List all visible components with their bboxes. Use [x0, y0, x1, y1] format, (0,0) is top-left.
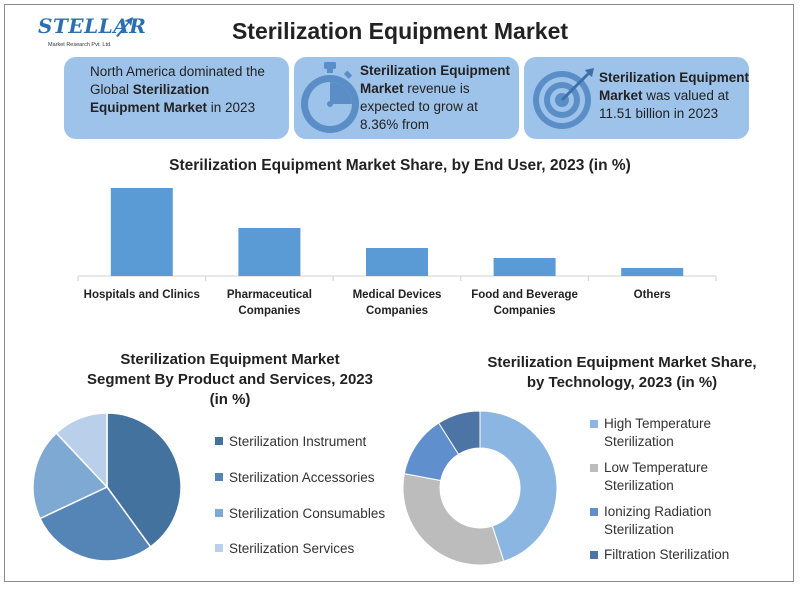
bar-category-line: Companies	[238, 305, 301, 317]
bar-category-line: Companies	[366, 305, 428, 317]
info-box-text: was valued at 11.51 billion in 2023	[599, 88, 729, 121]
info-box-text: North America dominated the Global	[90, 64, 265, 97]
donut-title-line: by Technology, 2023 (in %)	[526, 374, 718, 391]
bar-category-label: Pharmaceutical Companies	[204, 287, 334, 319]
logo-subtitle: Market Research Pvt. Ltd.	[48, 42, 112, 48]
donut-legend-label: High Temperature	[604, 416, 712, 431]
pie-legend-item: Sterilization Accessories	[215, 470, 375, 485]
pie-title-line: (in %)	[209, 391, 251, 408]
info-box-text: in 2023	[207, 100, 256, 115]
pie-legend-label: Sterilization Consumables	[229, 506, 386, 521]
donut-legend-item: Filtration Sterilization	[590, 546, 774, 564]
pie-legend-item: Sterilization Consumables	[215, 506, 385, 521]
logo-arrow-icon	[116, 17, 133, 37]
donut-legend-item: Low Temperature Sterilization	[590, 459, 774, 495]
legend-swatch	[215, 473, 223, 482]
logo: STELLAR Market Research Pvt. Ltd.	[30, 12, 146, 54]
bar	[110, 188, 173, 276]
outer-frame	[4, 4, 794, 582]
donut-legend-label: Sterilization	[604, 434, 674, 449]
pie-legend-item: Sterilization Instrument	[215, 434, 366, 449]
donut-legend-item: High Temperature Sterilization	[590, 415, 774, 451]
donut-chart-title: Sterilization Equipment Market Share, by…	[462, 353, 782, 393]
legend-swatch	[215, 437, 223, 446]
pie-slice	[55, 412, 108, 489]
donut-slice	[479, 410, 558, 562]
pie-legend-label: Sterilization Services	[229, 541, 355, 556]
bar	[493, 258, 556, 276]
legend-swatch	[215, 544, 223, 553]
donut-legend-label: Sterilization	[604, 478, 674, 493]
bar-category-label: Food and Beverage Companies	[460, 287, 590, 319]
donut-legend-item: Ionizing Radiation Sterilization	[590, 503, 774, 539]
bar-category-label: Medical Devices Companies	[332, 287, 462, 319]
pie-legend-label: Sterilization Accessories	[229, 470, 375, 485]
bar-chart-title: Sterilization Equipment Market Share, by…	[169, 157, 631, 174]
bar-category-line: Companies	[493, 305, 556, 317]
bar-category-line: Food and Beverage	[471, 289, 578, 301]
bar-category-label: Hospitals and Clinics	[77, 287, 207, 303]
legend-swatch	[590, 420, 598, 428]
info-box-bold: Sterilization Equipment Market	[90, 82, 210, 115]
donut-legend-label: Low Temperature	[604, 460, 709, 475]
donut-slice	[438, 410, 481, 455]
bar	[366, 248, 428, 276]
donut-legend-label: Filtration Sterilization	[604, 547, 730, 562]
pie-title-line: Sterilization Equipment Market	[120, 351, 340, 368]
stopwatch-icon	[301, 62, 359, 133]
donut-title-line: Sterilization Equipment Market Share,	[487, 354, 757, 371]
info-box-growth: Sterilization Equipment Market revenue i…	[294, 57, 519, 139]
info-box-value: Sterilization Equipment Market was value…	[524, 57, 749, 139]
logo-name: STELLAR	[38, 14, 147, 38]
bar	[621, 268, 684, 276]
donut-slice	[402, 472, 505, 566]
pie-legend-label: Sterilization Instrument	[229, 434, 367, 449]
legend-swatch	[590, 464, 598, 472]
bar-category-label: Others	[587, 287, 717, 303]
bar-category-line: Pharmaceutical	[226, 289, 312, 301]
target-icon	[533, 68, 594, 129]
pie-title-line: Segment By Product and Services, 2023	[87, 371, 373, 388]
pie-slice	[106, 412, 182, 548]
pie-slice	[32, 431, 109, 520]
donut-legend-label: Sterilization	[604, 522, 674, 537]
info-box-bold: Sterilization Equipment Market	[360, 63, 511, 96]
bar-category-line: Hospitals and Clinics	[83, 289, 200, 301]
legend-swatch	[215, 509, 223, 518]
info-box-text: revenue is expected to grow at 8.36% fro…	[360, 81, 478, 132]
pie-slice	[39, 486, 152, 562]
legend-swatch	[590, 508, 598, 516]
bar-category-line: Medical Devices	[352, 289, 442, 301]
bar	[238, 228, 301, 276]
bar-category-line: Others	[633, 289, 671, 301]
page-title: Sterilization Equipment Market	[231, 18, 569, 44]
legend-swatch	[590, 551, 598, 559]
donut-legend-label: Ionizing Radiation	[604, 504, 712, 519]
info-box-bold: Sterilization Equipment Market	[599, 70, 750, 103]
info-box-region: North America dominated the Global Steri…	[64, 57, 289, 139]
pie-chart-title: Sterilization Equipment Market Segment B…	[70, 350, 390, 410]
pie-legend-item: Sterilization Services	[215, 541, 354, 556]
